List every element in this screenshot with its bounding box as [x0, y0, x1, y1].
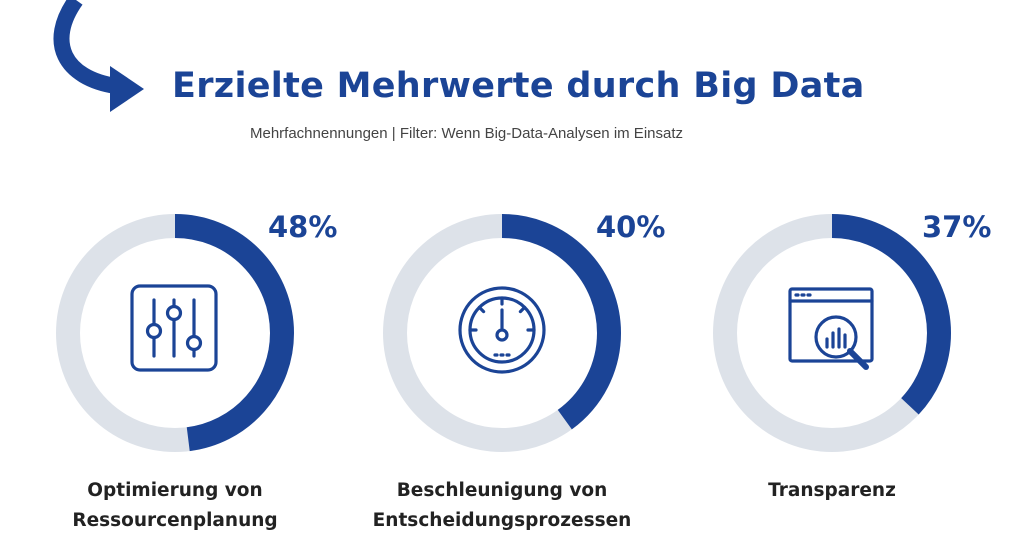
curved-arrow-icon [53, 0, 144, 112]
page-subtitle: Mehrfachnennungen | Filter: Wenn Big-Dat… [250, 125, 684, 142]
donut-arc [713, 214, 951, 452]
category-label-line: Beschleunigung von [396, 480, 608, 501]
analytics-magnifier-icon [788, 287, 874, 370]
category-label-line: Ressourcenplanung [72, 510, 278, 531]
donut-arc [56, 214, 294, 452]
category-label-line: Transparenz [768, 480, 896, 501]
page-title: Erzielte Mehrwerte durch Big Data [172, 66, 865, 106]
percentage-label-2: 40% [596, 210, 666, 244]
donut-chart-1 [49, 207, 301, 459]
category-label-1: Optimierung von Ressourcenplanung [15, 476, 335, 536]
donut-arc [383, 214, 621, 452]
speedometer-icon [458, 286, 546, 374]
category-label-3: Transparenz [672, 476, 992, 506]
percentage-label-3: 37% [922, 210, 992, 244]
category-label-line: Optimierung von [87, 480, 263, 501]
donut-chart-3 [706, 207, 958, 459]
category-label-line: Entscheidungsprozessen [372, 510, 632, 531]
percentage-label-1: 48% [268, 210, 338, 244]
donut-chart-2 [376, 207, 628, 459]
sliders-icon [130, 284, 218, 372]
category-label-2: Beschleunigung von Entscheidungsprozesse… [342, 476, 662, 536]
